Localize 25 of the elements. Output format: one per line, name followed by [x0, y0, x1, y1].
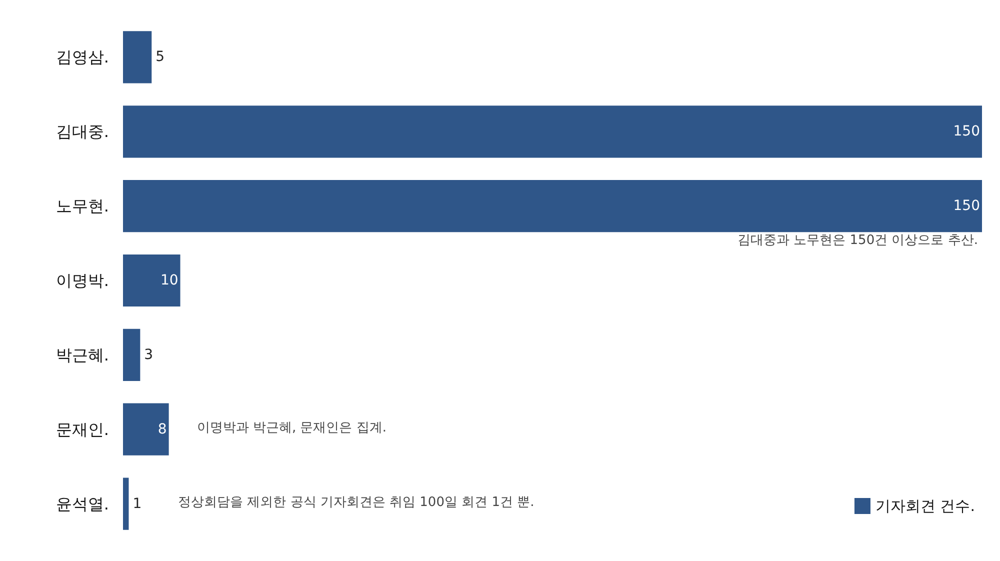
y-tick-label: 김대중.: [56, 122, 109, 142]
bar: [123, 254, 180, 307]
annotation: 김대중과 노무현은 150건 이상으로 추산.: [738, 233, 978, 248]
legend-label: 기자회견 건수.: [875, 497, 976, 515]
bar: [123, 478, 129, 530]
data-label: 3: [144, 346, 154, 363]
y-tick-label: 윤석열.: [56, 494, 109, 514]
annotation: 이명박과 박근혜, 문재인은 집계.: [196, 420, 386, 436]
y-tick-label: 박근혜.: [56, 345, 109, 364]
data-label: 1: [132, 496, 142, 512]
y-tick-label: 이명박.: [56, 271, 109, 290]
bar: [123, 31, 152, 84]
bar: [123, 106, 982, 158]
y-tick-label: 김영삼.: [56, 48, 109, 67]
data-label: 8: [158, 421, 167, 438]
data-label: 10: [160, 272, 178, 288]
y-tick-label: 노무현.: [56, 196, 109, 216]
y-tick-label: 문재인.: [56, 420, 109, 439]
bar: [123, 403, 169, 456]
data-label: 150: [953, 124, 980, 140]
data-label: 5: [156, 49, 165, 66]
annotation: 정상회담을 제외한 공식 기자회견은 취임 100일 회견 1건 뿐.: [178, 494, 534, 510]
bar: [123, 180, 982, 232]
data-label: 150: [953, 198, 980, 214]
bar: [123, 328, 140, 381]
